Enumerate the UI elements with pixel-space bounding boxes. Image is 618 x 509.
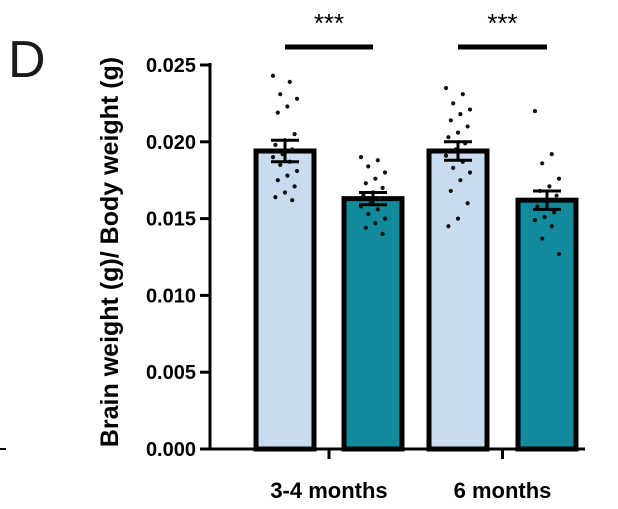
data-point	[363, 181, 368, 186]
data-point	[535, 204, 540, 209]
data-point	[467, 107, 473, 112]
data-point	[448, 118, 453, 123]
data-point	[380, 185, 385, 190]
data-point	[556, 176, 562, 181]
data-point	[532, 218, 538, 223]
data-point	[292, 132, 297, 137]
data-point	[278, 162, 283, 167]
data-point	[554, 193, 559, 198]
data-point	[448, 188, 453, 194]
data-point	[285, 104, 290, 109]
significance-label: ***	[487, 8, 517, 38]
y-tick-label: 0.015	[146, 209, 196, 231]
data-point	[542, 214, 547, 220]
data-point	[460, 92, 465, 97]
bar	[426, 148, 490, 452]
data-point	[556, 251, 562, 257]
data-point	[532, 108, 538, 114]
data-point	[294, 96, 300, 101]
data-point	[294, 168, 300, 174]
data-point	[382, 170, 388, 175]
y-tick-label: 0.000	[146, 439, 196, 461]
data-point	[446, 135, 451, 140]
x-tick-label: 3-4 months	[270, 478, 387, 503]
data-point	[467, 170, 473, 175]
data-point	[366, 211, 371, 217]
data-point	[287, 79, 292, 84]
data-point	[552, 210, 557, 215]
data-point	[547, 184, 552, 189]
data-point	[443, 85, 449, 91]
y-tick-label: 0.005	[146, 362, 196, 384]
data-point	[446, 224, 451, 229]
data-point	[378, 196, 383, 201]
significance-label: ***	[314, 8, 344, 38]
data-point	[278, 92, 283, 97]
data-point	[540, 161, 545, 166]
data-point	[451, 165, 456, 171]
data-point	[270, 155, 276, 160]
panel-letter: D	[8, 31, 46, 89]
data-point	[373, 221, 378, 226]
data-point	[273, 142, 278, 147]
y-axis-label: Brain weight (g)/ Body weight (g)	[96, 57, 124, 447]
data-point	[465, 124, 470, 129]
x-tick-label: 6 months	[454, 478, 552, 503]
data-point	[549, 151, 554, 157]
y-tick-label: 0.010	[146, 285, 196, 307]
data-point	[382, 216, 388, 221]
data-point	[363, 225, 368, 230]
data-point	[458, 112, 463, 117]
data-point	[540, 236, 545, 241]
data-point	[292, 184, 297, 189]
data-point	[451, 101, 456, 106]
data-point	[373, 176, 378, 181]
data-point	[358, 155, 364, 160]
data-point	[465, 201, 470, 206]
data-point	[275, 110, 280, 115]
data-point	[270, 73, 276, 78]
data-point	[455, 130, 461, 135]
data-point	[375, 158, 380, 163]
data-point	[273, 194, 278, 200]
data-point	[375, 207, 380, 212]
data-point	[380, 231, 385, 237]
data-point	[290, 147, 295, 152]
bar	[341, 196, 405, 452]
data-point	[285, 173, 290, 178]
data-point	[458, 178, 463, 183]
y-tick-label: 0.020	[146, 132, 196, 154]
data-point	[282, 190, 288, 195]
data-point	[455, 216, 461, 221]
bar	[515, 197, 579, 452]
y-tick-label: 0.025	[146, 55, 196, 77]
data-point	[366, 164, 371, 169]
data-point	[275, 178, 280, 183]
data-point	[290, 198, 295, 203]
bar	[253, 148, 317, 452]
data-point	[443, 153, 449, 158]
data-point	[549, 224, 554, 229]
data-point	[361, 193, 366, 198]
